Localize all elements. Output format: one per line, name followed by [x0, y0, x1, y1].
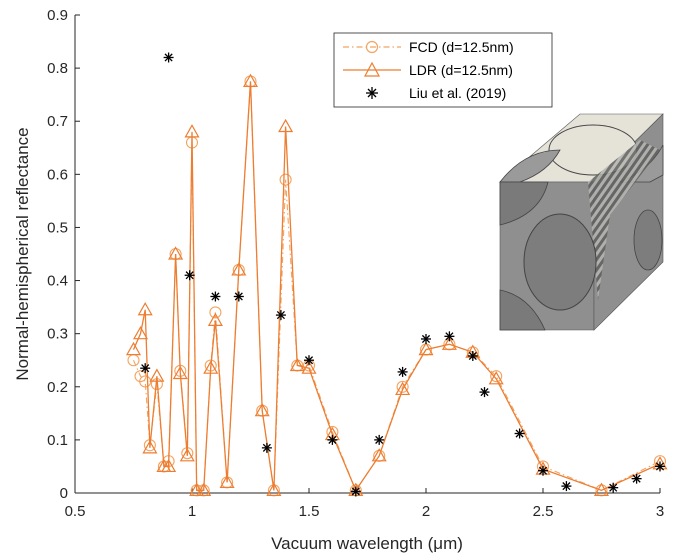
ldr-point [168, 246, 184, 260]
ldr-point [242, 73, 259, 87]
y-tick-label: 0.2 [47, 379, 68, 396]
ldr-point [254, 402, 270, 417]
ldr-point [125, 341, 142, 356]
legend-item-ldr: LDR (d=12.5nm) [343, 61, 513, 78]
ldr-point [196, 482, 212, 496]
liu-point [163, 52, 174, 63]
ldr-point [266, 482, 282, 496]
ldr-point [278, 118, 294, 133]
ldr-point [418, 341, 434, 356]
ldr-point [179, 448, 195, 462]
liu-point [479, 387, 490, 398]
legend-liu-marker [366, 87, 378, 99]
y-tick-label: 0.5 [47, 219, 68, 236]
fcd-point [490, 370, 503, 383]
x-tick-label: 1 [188, 503, 196, 520]
liu-point [561, 481, 572, 492]
series-liu [140, 52, 665, 497]
y-tick-label: 0.1 [47, 432, 68, 449]
series-layer [125, 52, 668, 497]
legend-liu-label: Liu et al. (2019) [409, 85, 506, 101]
legend-fcd-marker [365, 40, 379, 54]
liu-point [140, 363, 151, 374]
fcd-point [209, 306, 222, 319]
liu-point [233, 291, 244, 302]
ldr-point [132, 325, 149, 340]
fcd-point [279, 173, 292, 186]
legend-ldr-marker [363, 61, 381, 77]
liu-point [444, 331, 455, 342]
liu-point [350, 486, 361, 497]
liu-point [421, 333, 431, 344]
liu-point [374, 434, 385, 445]
ldr-point [203, 360, 219, 374]
legend-ldr-label: LDR (d=12.5nm) [409, 62, 513, 78]
axes: 0.5 1 1.5 2 2.5 3 0 0.1 0.2 0.3 0.4 0.5 0.6 0.7 0.8 0.… [13, 7, 664, 553]
x-tick-label: 0.5 [65, 503, 86, 520]
liu-point [655, 461, 665, 472]
front-circle-bottom-left [499, 289, 546, 331]
front-circle-top-left [499, 181, 549, 226]
ldr-point [161, 458, 177, 473]
ldr-point [441, 336, 457, 350]
ldr-point [184, 124, 200, 138]
ldr-point [289, 357, 305, 372]
liu-point [327, 434, 338, 445]
liu-point [210, 291, 221, 302]
legend-fcd-label: FCD (d=12.5nm) [409, 39, 514, 55]
cube-stripe-band [588, 140, 660, 300]
front-circle-large [523, 213, 597, 311]
y-axis-label: Normal-hemispherical reflectance [13, 127, 32, 380]
y-tick-label: 0.6 [47, 166, 68, 183]
fcd-point [396, 380, 409, 393]
legend-item-liu: Liu et al. (2019) [366, 85, 506, 101]
ldr-point [142, 440, 158, 454]
y-tick-label: 0.9 [47, 7, 68, 24]
x-tick-label: 2.5 [533, 503, 554, 520]
liu-point [631, 473, 642, 484]
x-tick-label: 1.5 [299, 503, 320, 520]
y-tick-label: 0.3 [47, 326, 68, 343]
top-circle-left [499, 149, 561, 183]
x-ticks: 0.5 1 1.5 2 2.5 3 [65, 488, 664, 520]
ldr-point [137, 302, 153, 316]
y-tick-label: 0 [60, 485, 68, 502]
liu-point [514, 428, 525, 439]
ldr-point [207, 312, 223, 326]
legend: FCD (d=12.5nm) LDR (d=12.5nm) Liu et al.… [333, 32, 553, 108]
x-tick-label: 2 [422, 503, 430, 520]
liu-point [467, 350, 478, 361]
liu-point [608, 482, 619, 493]
ldr-point [371, 448, 387, 462]
ldr-point [231, 262, 247, 276]
x-tick-label: 3 [656, 503, 664, 520]
ldr-point [488, 371, 504, 385]
y-tick-label: 0.4 [47, 273, 68, 290]
liu-point [275, 310, 286, 321]
ldr-point [172, 365, 188, 380]
liu-point [304, 355, 314, 366]
series-ldr-line [132, 81, 661, 492]
side-circle-right [633, 209, 663, 271]
ldr-point [593, 482, 610, 496]
ldr-point [149, 368, 165, 382]
x-axis-label: Vacuum wavelength (μm) [271, 534, 463, 553]
liu-point [184, 270, 195, 281]
ldr-point [301, 360, 317, 374]
cube-inset-graphic [499, 113, 664, 331]
liu-point [261, 442, 272, 453]
y-ticks: 0 0.1 0.2 0.3 0.4 0.5 0.6 0.7 0.8 0.9 [47, 7, 80, 502]
y-tick-label: 0.8 [47, 60, 68, 77]
liu-point [538, 465, 548, 476]
legend-item-fcd: FCD (d=12.5nm) [343, 39, 514, 55]
ldr-point [219, 474, 235, 488]
y-tick-label: 0.7 [47, 113, 68, 130]
liu-point [397, 366, 408, 377]
ldr-point [395, 381, 411, 396]
